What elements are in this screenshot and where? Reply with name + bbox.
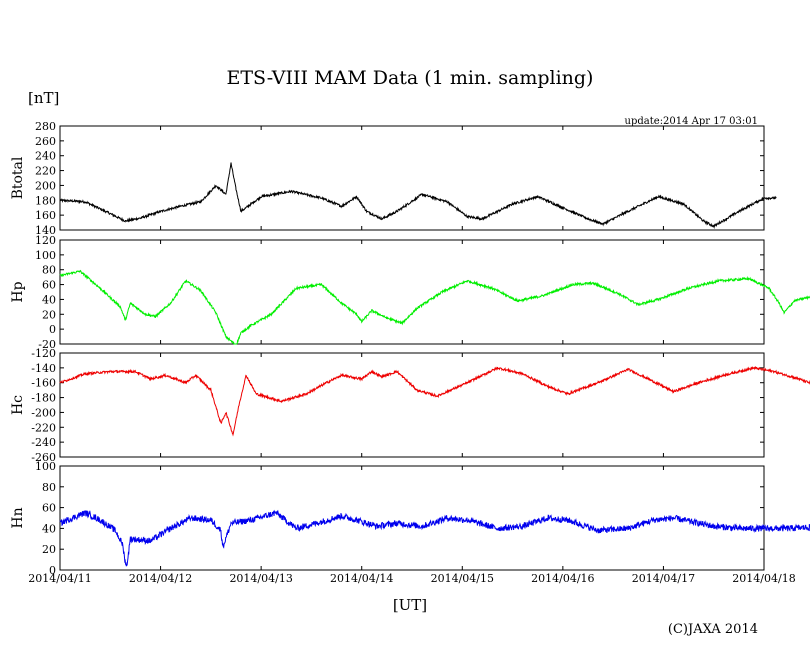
update-timestamp: update:2014 Apr 17 03:01 [625,116,758,127]
panel-frame [59,465,765,571]
y-tick-label: 60 [42,502,56,515]
y-tick-label: -20 [38,338,56,351]
y-tick-label: 0 [49,564,56,577]
x-tick-label: 2014/04/18 [732,572,795,585]
y-tick-label: 40 [42,522,56,535]
y-tick-label: -180 [31,392,56,405]
x-tick-label: 2014/04/14 [330,572,393,585]
y-tick-label: 160 [35,209,56,222]
y-axis-label: Hc [10,395,26,415]
x-tick-label: 2014/04/15 [431,572,494,585]
y-tick-label: -200 [31,406,56,419]
series-line-btotal [59,162,777,230]
y-tick-label: 0 [49,323,56,336]
y-tick-label: 100 [35,249,56,262]
y-tick-label: -220 [31,421,56,434]
y-tick-label: 280 [35,120,56,133]
y-tick-label: 80 [42,481,56,494]
y-tick-label: 240 [35,150,56,163]
x-tick-label: 2014/04/16 [531,572,594,585]
y-tick-label: -260 [31,451,56,464]
y-axis-label: Hp [10,281,26,302]
y-tick-label: 140 [35,224,56,237]
x-tick-label: 2014/04/12 [129,572,192,585]
y-tick-label: 180 [35,194,56,207]
y-axis-label: Hn [10,507,26,528]
series-line-hc [59,365,810,437]
y-tick-label: 60 [42,279,56,292]
panel-frame [59,239,765,345]
y-tick-label: 20 [42,543,56,556]
panel-frame [59,125,765,231]
unit-label: [nT] [28,89,59,107]
y-tick-label: 100 [35,460,56,473]
chart-title: ETS-VIII MAM Data (1 min. sampling) [227,67,594,89]
y-tick-label: -120 [31,347,56,360]
panel-hc: -120 -140 -160 -180-200 -220 -240 -260 Hc [10,347,810,464]
x-axis-ticks: 2014/04/11 2014/04/12 2014/04/13 2014/04/14… [28,572,795,585]
y-tick-label: 40 [42,293,56,306]
y-tick-label: 260 [35,135,56,148]
y-tick-label: 220 [35,165,56,178]
y-tick-label: 200 [35,179,56,192]
y-tick-label: 120 [35,234,56,247]
panels: 280260240220200180160140Btotal1201008060… [10,120,810,577]
y-axis-label: Btotal [10,156,26,199]
x-tick-label: 2014/04/13 [229,572,292,585]
series-line-hp [59,269,810,345]
credit-label: (C)JAXA 2014 [668,622,758,637]
panel-hn: 100 80 60 40 20 0 Hn [10,460,810,577]
panel-frame [59,352,765,458]
y-tick-label: 80 [42,264,56,277]
y-tick-label: 20 [42,308,56,321]
series-line-hn [59,509,810,567]
y-tick-label: -240 [31,436,56,449]
x-tick-label: 2014/04/11 [28,572,91,585]
x-axis-label: [UT] [393,596,427,614]
y-tick-label: -140 [31,362,56,375]
x-tick-label: 2014/04/17 [632,572,695,585]
y-tick-label: -160 [31,377,56,390]
